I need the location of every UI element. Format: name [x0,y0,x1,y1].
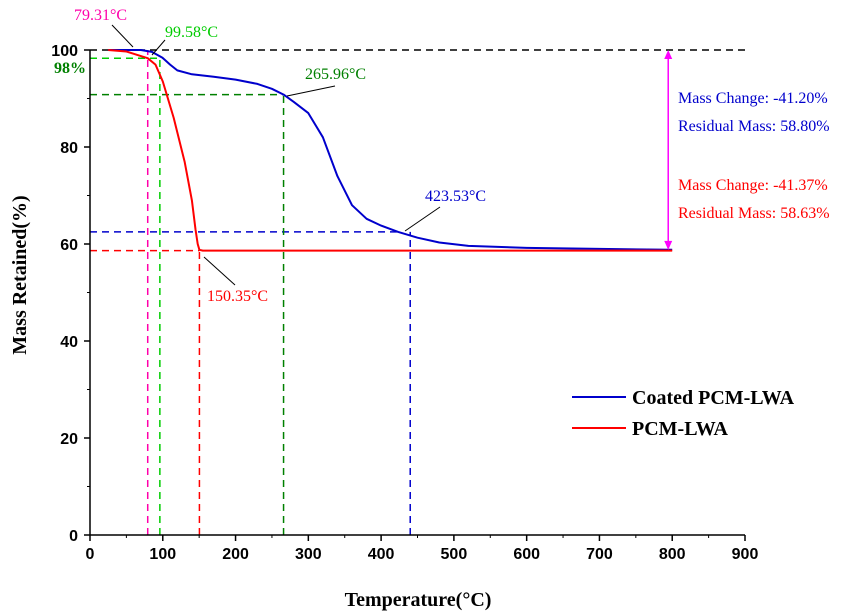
leader-99-58 [151,39,166,56]
x-tick-label-6: 600 [513,546,540,563]
data-series [108,49,673,252]
x-tick-label-5: 500 [441,546,468,563]
x-tick-label-1: 100 [149,546,176,563]
uncoated-residual-mass: Residual Mass: 58.63% [678,205,830,222]
annotation-99-58: 99.58°C [165,24,218,41]
y-tick-label-2: 40 [60,334,78,351]
annotation-79-31: 79.31°C [74,7,127,24]
y-axis-title: Mass Retained(%) [9,195,31,354]
annotation-150-35: 150.35°C [207,288,268,305]
y-tick-label-1: 20 [60,431,78,448]
x-tick-label-7: 700 [586,546,613,563]
annotation-98-percent: 98% [54,60,86,77]
axes: 0 100 200 300 400 500 600 700 800 900 0 20 40 60 80 100 [51,43,758,563]
leader-79-31 [111,24,134,48]
leader-265-96 [286,85,336,97]
annotation-265-96: 265.96°C [305,66,366,83]
legend-label-coated: Coated PCM-LWA [632,387,795,409]
series-line-1 [108,49,673,252]
legend: Coated PCM-LWA PCM-LWA [572,387,795,440]
uncoated-mass-change: Mass Change: -41.37% [678,177,828,194]
y-tick-label-5: 100 [51,43,78,60]
coated-residual-mass: Residual Mass: 58.80% [678,118,830,135]
mass-arrow-head-bottom [664,240,673,250]
mass-change-arrow [664,50,673,250]
x-tick-label-0: 0 [86,546,95,563]
x-tick-label-2: 200 [222,546,249,563]
y-tick-label-3: 60 [60,237,78,254]
leader-150-35 [203,256,236,286]
y-tick-label-4: 80 [60,140,78,157]
x-tick-label-3: 300 [295,546,322,563]
leader-423-53 [404,206,441,232]
annotation-423-53: 423.53°C [425,188,486,205]
mass-arrow-head-top [664,50,673,59]
reference-lines [90,49,745,535]
x-tick-label-4: 400 [368,546,395,563]
x-axis-title: Temperature(°C) [345,589,492,611]
legend-label-pcm: PCM-LWA [632,418,728,440]
x-tick-label-9: 900 [732,546,759,563]
coated-mass-change: Mass Change: -41.20% [678,90,828,107]
series-line-0 [108,49,673,251]
y-tick-label-0: 0 [69,528,78,545]
x-tick-label-8: 800 [659,546,686,563]
